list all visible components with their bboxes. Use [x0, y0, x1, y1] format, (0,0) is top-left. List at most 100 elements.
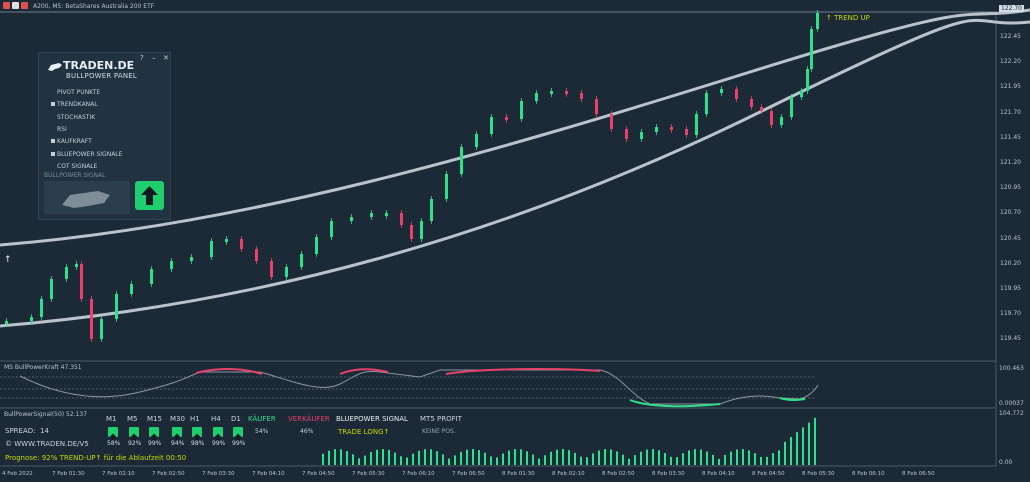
price-tick-label: 122.20: [1000, 58, 1021, 66]
timeframe-label: M1: [106, 415, 117, 423]
time-tick-label: 8 Feb 03:30: [652, 471, 685, 477]
candle-body: [695, 114, 698, 135]
time-tick-label: 8 Feb 02:10: [552, 471, 585, 477]
time-tick-label: 8 Feb 04:10: [702, 471, 735, 477]
close-button[interactable]: ✕: [163, 54, 169, 62]
panel-item[interactable]: TRENDKANAL: [51, 101, 98, 108]
histogram-bar: [466, 449, 468, 465]
timeframe-percent: 99%: [148, 440, 162, 447]
minimize-button[interactable]: –: [152, 54, 156, 62]
histogram-bar: [736, 449, 738, 465]
help-button[interactable]: ?: [140, 54, 144, 62]
histogram-bar: [460, 451, 462, 465]
candle-body: [790, 97, 793, 117]
candle-body: [800, 91, 803, 97]
histogram-bar: [670, 456, 672, 465]
chart-icon-red-2[interactable]: [21, 2, 28, 9]
histogram-bar: [760, 456, 762, 465]
checkbox-icon[interactable]: [51, 151, 55, 156]
histogram-bar: [400, 456, 402, 465]
histogram-bar: [370, 452, 372, 465]
bullpower-signal-header: BullPowerSignal(50) 52.137: [4, 411, 88, 418]
candle-body: [315, 237, 318, 254]
candle-body: [40, 299, 43, 317]
candle-body: [190, 257, 193, 261]
checkbox-icon[interactable]: [51, 90, 55, 94]
bullpower-panel[interactable]: TRADEN.DE BULLPOWER PANEL ? – ✕ PIVOT PU…: [38, 52, 171, 220]
price-tick-label: 121.45: [1000, 133, 1021, 141]
time-tick-label: 7 Feb 06:50: [452, 471, 485, 477]
chart-icon-white[interactable]: [12, 2, 19, 9]
seller-value: 46%: [300, 428, 314, 435]
candle-body: [130, 284, 133, 294]
bull-logo-icon: [48, 63, 62, 71]
panel-item-label: KAUFKRAFT: [57, 138, 92, 146]
histogram-bar: [490, 456, 492, 465]
histogram-bar: [778, 450, 780, 465]
candle-body: [300, 254, 303, 267]
panel-item[interactable]: BLUEPOWER SIGNALE: [51, 150, 123, 158]
time-tick-label: 8 Feb 06:50: [902, 471, 935, 477]
chart-icon-red[interactable]: [3, 2, 10, 9]
checkbox-icon[interactable]: [51, 127, 55, 131]
histogram-bar: [646, 449, 648, 465]
panel-item[interactable]: STOCHASTIK: [57, 114, 95, 121]
bull-icon: [62, 191, 110, 208]
panel-item[interactable]: RSI: [57, 126, 67, 133]
histogram-bar: [718, 458, 720, 465]
histogram-bar: [382, 449, 384, 465]
timeframe-percent: 92%: [128, 440, 142, 447]
candle-body: [780, 117, 783, 125]
forecast-text: Prognose: 92% TREND-UP↑ für die Ablaufze…: [5, 454, 187, 462]
histogram-bar: [742, 449, 744, 465]
candle-body: [430, 199, 433, 221]
panel-item[interactable]: PIVOT PUNKTE: [57, 89, 100, 96]
histogram-bar: [694, 449, 696, 465]
candle-body: [760, 107, 763, 111]
histogram-bar: [358, 458, 360, 465]
candle-body: [75, 264, 78, 267]
panel-item-label: BLUEPOWER SIGNALE: [57, 150, 123, 158]
histogram-bar: [616, 451, 618, 465]
bullpower-signal-up-button[interactable]: [135, 181, 164, 210]
histogram-bar: [598, 450, 600, 465]
candle-body: [655, 127, 658, 132]
timeframe-arrow-up-icon: [172, 427, 182, 441]
bullpower-signal-label: BULLPOWER SIGNAL: [44, 172, 106, 179]
checkbox-icon[interactable]: [51, 164, 55, 168]
histogram-bar: [394, 452, 396, 465]
time-tick-label: 8 Feb 04:50: [752, 471, 785, 477]
candle-body: [580, 93, 583, 99]
histogram-bar: [430, 449, 432, 465]
checkbox-icon[interactable]: [51, 102, 55, 107]
candle-body: [535, 93, 538, 101]
logo: TRADEN.DE BULLPOWER PANEL: [47, 59, 157, 89]
histogram-bar: [676, 457, 678, 465]
histogram-bar: [538, 458, 540, 465]
histogram-bar: [634, 455, 636, 465]
histogram-bar: [622, 454, 624, 465]
time-tick-label: 7 Feb 02:50: [152, 471, 185, 477]
time-tick-label: 7 Feb 06:10: [402, 471, 435, 477]
panel-item-label: RSI: [57, 125, 67, 133]
price-tick-label: 119.70: [1000, 310, 1021, 318]
panel-item[interactable]: COT SIGNALE: [57, 163, 97, 170]
left-arrow-marker: ↑: [4, 255, 12, 265]
candle-body: [475, 134, 478, 147]
histogram-bar: [772, 453, 774, 465]
panel-item[interactable]: KAUFKRAFT: [51, 138, 92, 146]
candle-body: [370, 213, 373, 217]
histogram-bar: [496, 457, 498, 465]
checkbox-icon[interactable]: [51, 139, 55, 144]
checkbox-icon[interactable]: [51, 115, 55, 119]
histogram-bar: [628, 458, 630, 465]
seller-label: VERKÄUFER: [288, 415, 330, 423]
time-tick-label: 8 Feb 01:30: [502, 471, 535, 477]
trend-channel-lower: [0, 18, 1030, 328]
logo-title: TRADEN.DE: [63, 59, 135, 72]
histogram-bar: [796, 432, 798, 465]
histogram-bar: [568, 450, 570, 465]
timeframe-label: D1: [231, 415, 241, 423]
timeframe-arrow-up-icon: [233, 427, 243, 441]
